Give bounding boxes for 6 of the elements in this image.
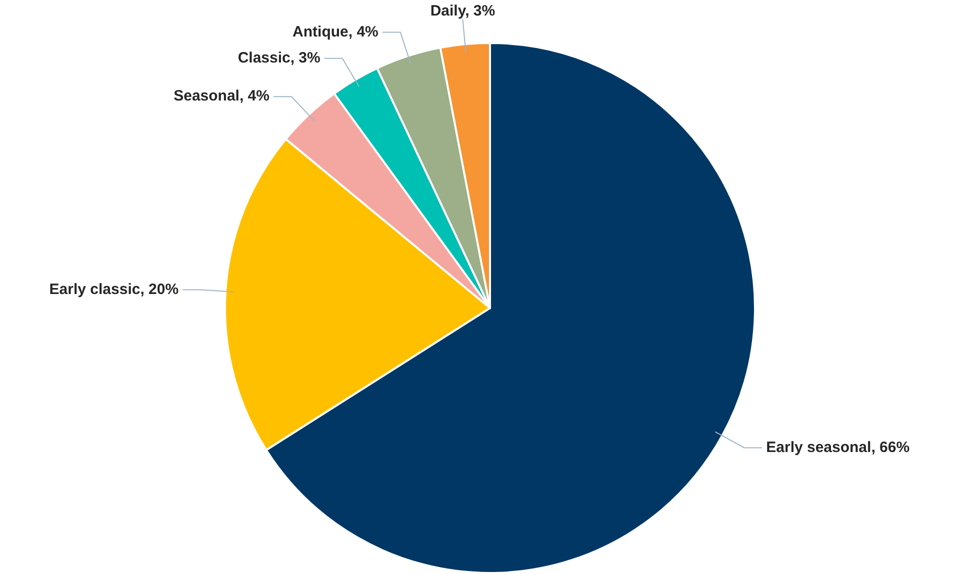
slice-label: Classic, 3% bbox=[238, 50, 320, 67]
slice-label: Daily, 3% bbox=[430, 2, 496, 20]
slice-label: Early classic, 20% bbox=[49, 280, 179, 298]
slice-label: Antique, 4% bbox=[292, 23, 378, 40]
slice-label: Seasonal, 4% bbox=[174, 88, 270, 105]
slice-label: Early seasonal, 66% bbox=[766, 438, 910, 456]
